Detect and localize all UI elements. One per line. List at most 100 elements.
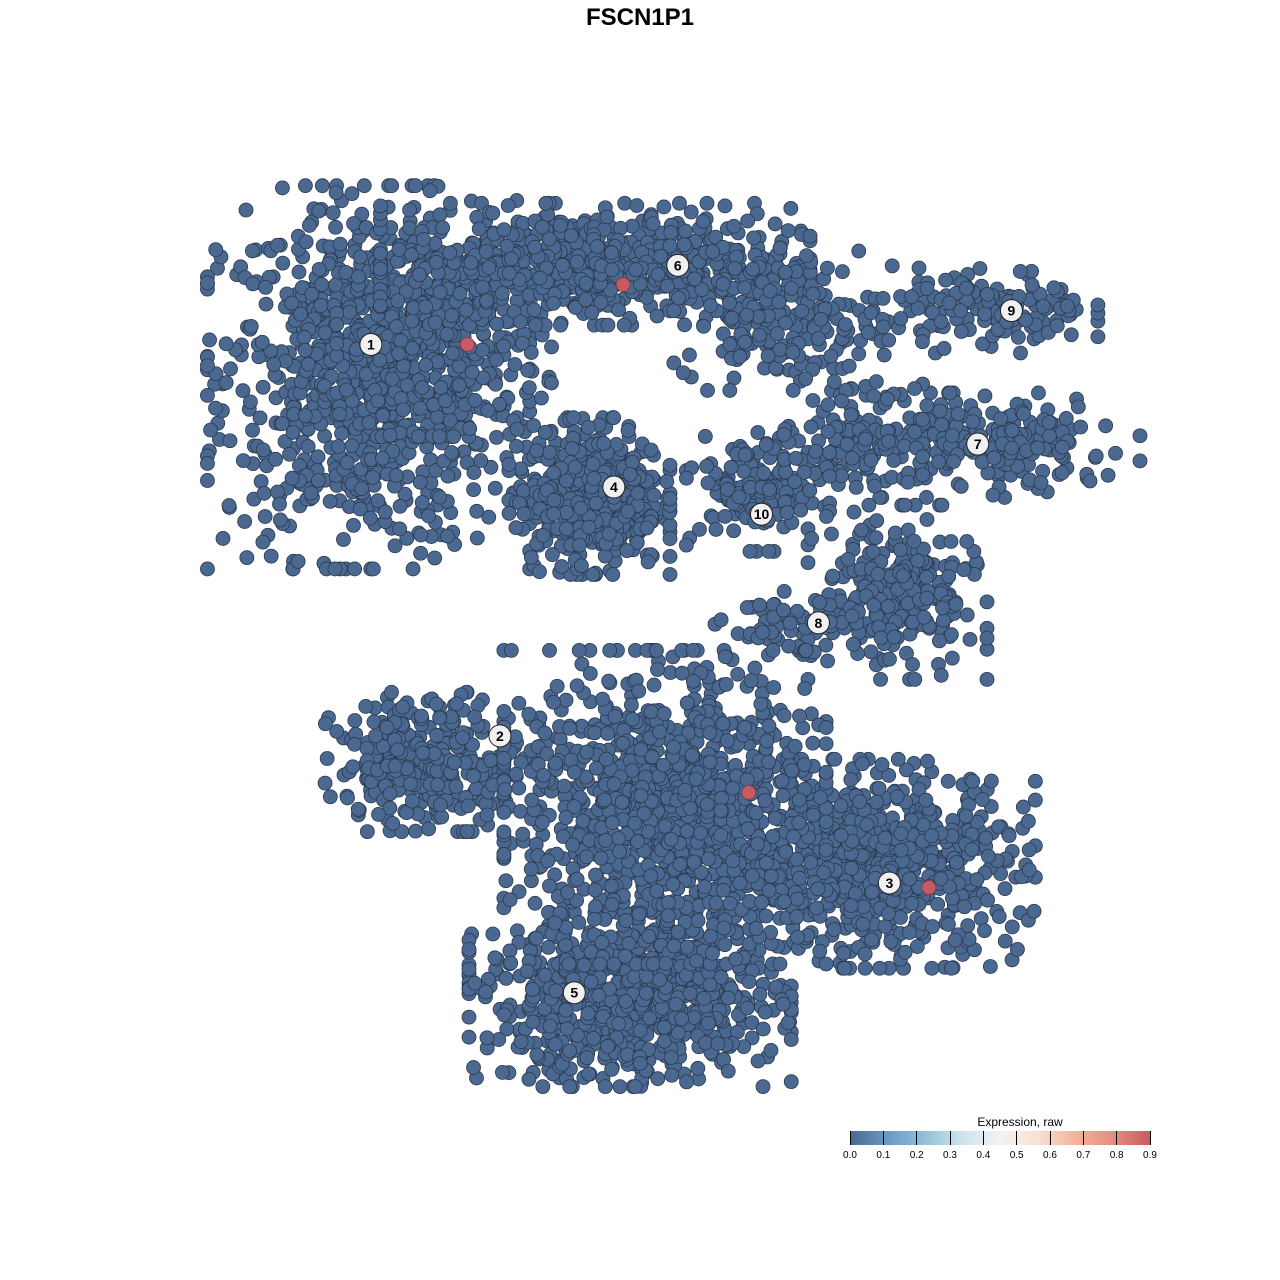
data-point xyxy=(405,300,421,316)
data-point xyxy=(1004,423,1020,438)
data-point xyxy=(938,272,953,288)
data-point xyxy=(345,759,361,775)
data-point xyxy=(943,627,959,643)
data-point xyxy=(877,830,893,846)
data-point xyxy=(432,710,448,726)
data-point xyxy=(469,530,485,546)
data-point xyxy=(761,482,777,498)
data-point xyxy=(812,943,828,959)
data-point xyxy=(418,299,434,315)
data-point xyxy=(478,244,494,259)
data-point xyxy=(466,482,482,497)
data-point xyxy=(776,583,792,599)
data-point xyxy=(697,429,713,444)
data-point xyxy=(272,496,287,512)
data-point xyxy=(925,919,940,934)
data-point xyxy=(941,569,957,584)
data-point xyxy=(242,394,258,410)
data-point xyxy=(746,230,762,246)
data-point xyxy=(599,209,615,225)
data-point xyxy=(373,298,388,314)
data-point xyxy=(541,445,557,460)
data-point xyxy=(555,257,570,273)
data-point xyxy=(605,567,621,582)
data-point xyxy=(918,792,934,808)
data-point xyxy=(906,533,922,549)
data-point xyxy=(270,237,285,253)
data-point xyxy=(726,218,742,234)
data-point xyxy=(403,776,418,792)
data-point xyxy=(933,871,949,887)
data-point xyxy=(982,959,998,974)
data-point xyxy=(732,349,748,364)
data-point xyxy=(895,568,911,584)
data-point xyxy=(1013,345,1028,361)
data-point xyxy=(558,505,574,520)
data-point xyxy=(1031,385,1046,401)
data-point xyxy=(787,474,803,490)
data-point xyxy=(794,303,810,319)
data-point xyxy=(346,517,361,533)
data-point xyxy=(1016,406,1031,422)
data-point xyxy=(1049,318,1065,334)
data-point xyxy=(977,923,992,938)
data-point xyxy=(919,590,935,606)
data-point xyxy=(758,437,774,453)
data-point xyxy=(471,221,487,237)
data-point xyxy=(699,195,715,211)
data-point xyxy=(256,485,272,501)
data-point xyxy=(758,908,774,924)
data-point xyxy=(489,429,504,445)
data-point xyxy=(846,504,862,520)
data-point xyxy=(1024,277,1040,293)
data-point xyxy=(671,290,687,306)
data-point xyxy=(869,794,884,810)
data-point xyxy=(640,554,656,570)
data-point xyxy=(480,403,496,418)
data-point xyxy=(444,445,460,460)
data-point xyxy=(959,607,975,623)
data-point xyxy=(532,270,548,286)
data-point xyxy=(1063,327,1079,343)
data-point xyxy=(650,1071,666,1087)
data-point xyxy=(554,559,570,574)
data-point xyxy=(678,470,694,486)
data-point xyxy=(388,467,404,483)
data-point xyxy=(516,506,532,522)
data-point xyxy=(789,909,805,925)
data-point xyxy=(347,713,363,728)
data-point xyxy=(392,498,408,514)
data-point xyxy=(1004,440,1020,456)
data-point xyxy=(788,450,804,466)
data-point xyxy=(993,411,1008,427)
data-point xyxy=(844,860,859,876)
data-point xyxy=(202,332,217,348)
data-point xyxy=(819,509,834,524)
data-point xyxy=(742,544,758,559)
data-point xyxy=(639,520,655,536)
data-point xyxy=(588,495,604,511)
data-point xyxy=(580,419,596,435)
data-point xyxy=(678,223,693,239)
data-point xyxy=(527,239,543,255)
data-point xyxy=(736,463,752,479)
data-point xyxy=(218,375,234,391)
data-point xyxy=(868,530,884,546)
data-point xyxy=(851,243,867,259)
data-point xyxy=(508,520,524,536)
data-point xyxy=(690,1060,706,1076)
data-point xyxy=(1070,399,1086,415)
data-point xyxy=(726,523,742,539)
data-point xyxy=(255,442,271,458)
data-point xyxy=(375,408,391,423)
data-point xyxy=(643,442,659,458)
data-point xyxy=(843,407,859,423)
data-point xyxy=(820,397,836,413)
data-point xyxy=(841,358,857,374)
data-point xyxy=(1027,792,1043,808)
data-point xyxy=(723,459,739,475)
data-point xyxy=(979,671,995,687)
data-point xyxy=(252,410,268,426)
data-point xyxy=(268,451,283,467)
data-point xyxy=(979,594,995,610)
